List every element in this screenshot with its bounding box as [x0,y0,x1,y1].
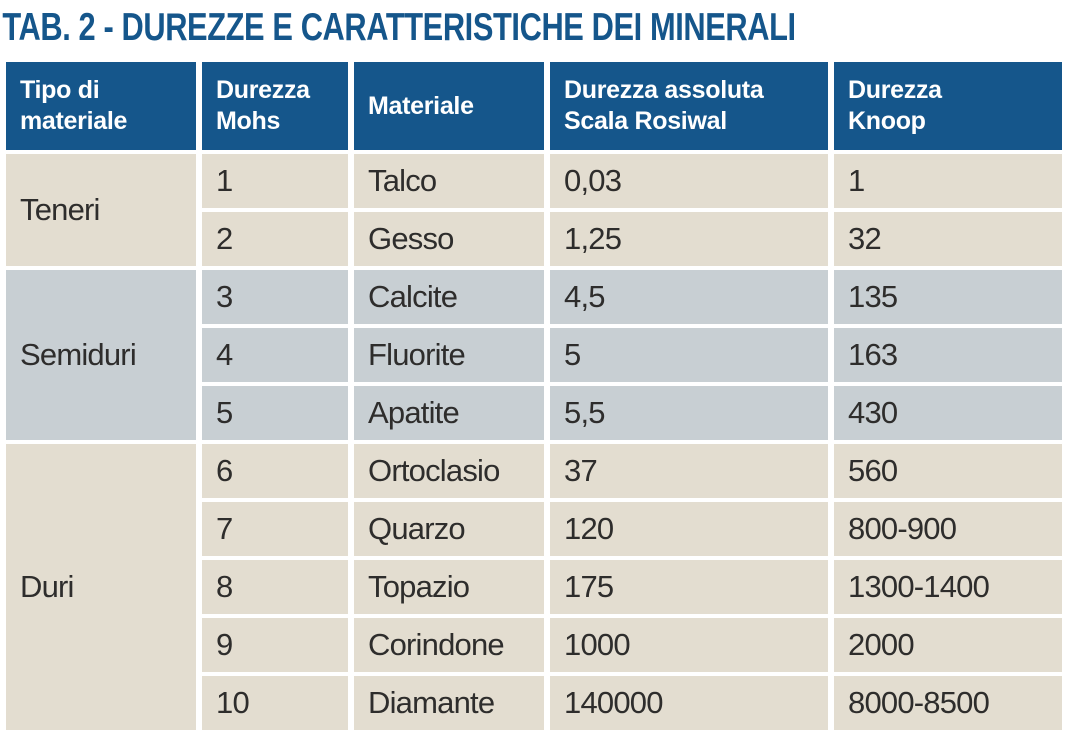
cell-rosiwal: 37 [550,444,828,498]
cell-knoop: 430 [834,386,1062,440]
table-row: 10 Diamante 140000 8000-8500 [6,676,1062,730]
cell-mohs: 10 [202,676,348,730]
header-durezza-mohs: Durezza Mohs [202,62,348,150]
cell-materiale: Talco [354,154,544,208]
cell-mohs: 4 [202,328,348,382]
cell-knoop: 1 [834,154,1062,208]
cell-rosiwal: 1,25 [550,212,828,266]
cell-mohs: 8 [202,560,348,614]
table-row: Semiduri 3 Calcite 4,5 135 [6,270,1062,440]
cell-rosiwal: 5 [550,328,828,382]
cell-rosiwal: 140000 [550,676,828,730]
group-cell-duri: Duri [6,444,196,730]
cell-rosiwal: 175 [550,560,828,614]
cell-rosiwal: 0,03 [550,154,828,208]
header-line: Mohs [216,107,281,135]
header-line: Tipo di [20,76,100,104]
cell-materiale: Diamante [354,676,544,730]
cell-mohs: 5 [202,386,348,440]
cell-materiale: Calcite [354,270,544,324]
cell-mohs: 1 [202,154,348,208]
cell-rosiwal: 5,5 [550,386,828,440]
header-line: Knoop [848,107,926,135]
header-line: Scala Rosiwal [564,107,727,135]
header-row: Tipo di materiale Durezza Mohs Materiale… [6,62,1062,150]
cell-knoop: 163 [834,328,1062,382]
cell-knoop: 8000-8500 [834,676,1062,730]
cell-knoop: 800-900 [834,502,1062,556]
cell-mohs: 9 [202,618,348,672]
cell-mohs: 7 [202,502,348,556]
header-durezza-knoop: Durezza Knoop [834,62,1062,150]
cell-knoop: 2000 [834,618,1062,672]
cell-knoop: 560 [834,444,1062,498]
cell-knoop: 1300-1400 [834,560,1062,614]
cell-materiale: Apatite [354,386,544,440]
cell-knoop: 32 [834,212,1062,266]
header-line: Durezza [216,76,310,104]
table-row: 8 Topazio 175 1300-1400 [6,560,1062,614]
table-row: 9 Corindone 1000 2000 [6,618,1062,672]
header-line: materiale [20,107,128,135]
cell-materiale: Fluorite [354,328,544,382]
cell-materiale: Gesso [354,212,544,266]
header-line: Materiale [368,91,474,120]
group-cell-teneri: Teneri [6,154,196,266]
page-title: TAB. 2 - DUREZZE E CARATTERISTICHE DEI M… [2,6,796,49]
header-materiale: Materiale [354,62,544,150]
cell-materiale: Ortoclasio [354,444,544,498]
table-row: 5 Apatite 5,5 430 [6,386,1062,440]
header-tipo-di-materiale: Tipo di materiale [6,62,196,150]
table-row: Duri 6 Ortoclasio 37 560 [6,444,1062,730]
cell-mohs: 3 [202,270,348,324]
cell-materiale: Quarzo [354,502,544,556]
header-durezza-assoluta-rosiwal: Durezza assoluta Scala Rosiwal [550,62,828,150]
table-row: 7 Quarzo 120 800-900 [6,502,1062,556]
cell-mohs: 6 [202,444,348,498]
table-row: 4 Fluorite 5 163 [6,328,1062,382]
table-row: Teneri 1 Talco 0,03 1 [6,154,1062,266]
table-row: 2 Gesso 1,25 32 [6,212,1062,266]
header-line: Durezza [848,76,942,104]
cell-knoop: 135 [834,270,1062,324]
header-line: Durezza assoluta [564,76,764,104]
cell-rosiwal: 120 [550,502,828,556]
minerals-table: Tipo di materiale Durezza Mohs Materiale… [0,58,1068,734]
group-cell-semiduri: Semiduri [6,270,196,440]
cell-mohs: 2 [202,212,348,266]
cell-materiale: Topazio [354,560,544,614]
cell-rosiwal: 1000 [550,618,828,672]
cell-materiale: Corindone [354,618,544,672]
cell-rosiwal: 4,5 [550,270,828,324]
